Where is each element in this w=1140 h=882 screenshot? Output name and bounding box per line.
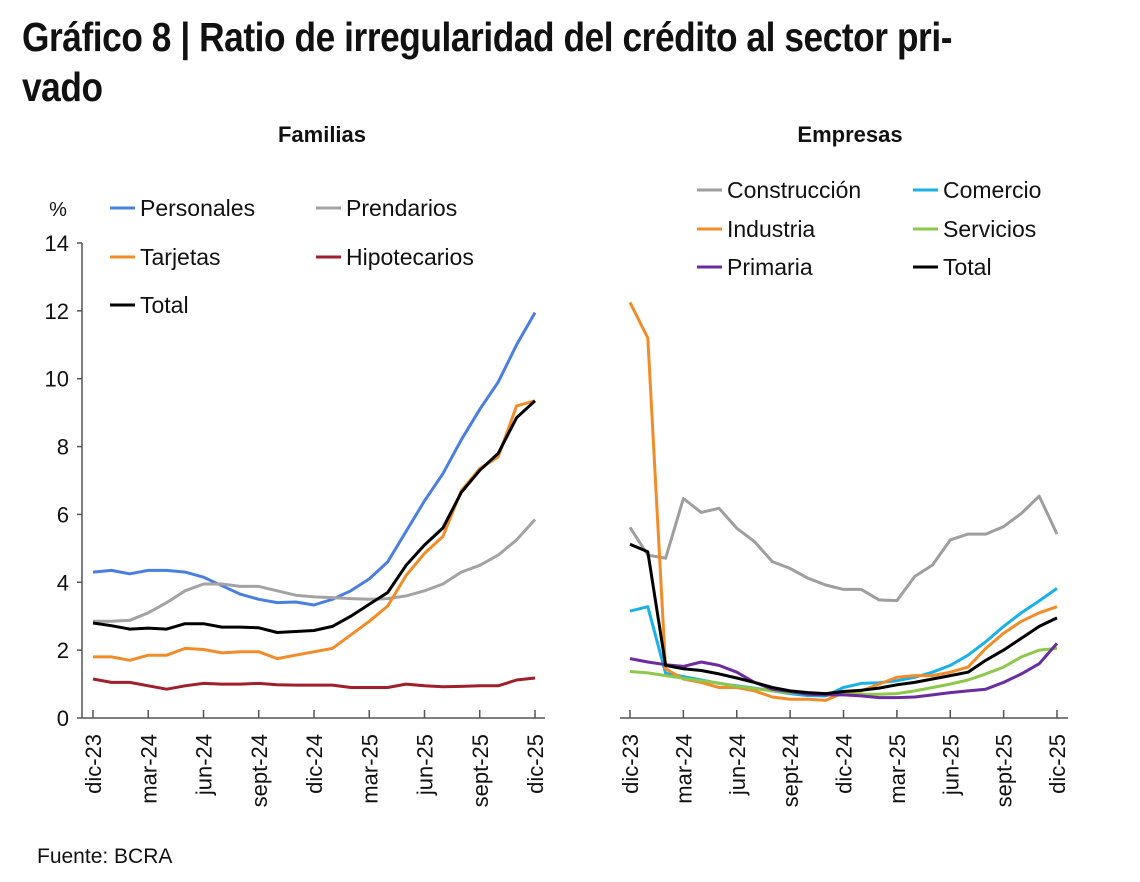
legend-item: Construcción <box>697 177 861 203</box>
legend-label: Industria <box>727 216 815 242</box>
legend-label: Tarjetas <box>140 244 221 270</box>
x-tick-label: dic-25 <box>1045 734 1070 794</box>
x-tick-label: mar-24 <box>671 734 696 804</box>
x-tick-label: dic-24 <box>832 734 857 794</box>
series-line-prendarios <box>93 518 537 623</box>
x-tick-label: dic-24 <box>302 734 327 794</box>
series-line-industria <box>628 301 1058 702</box>
x-tick-label: jun-25 <box>413 734 438 796</box>
x-tick-label: sept-24 <box>247 734 272 807</box>
x-tick-label: jun-24 <box>192 734 217 796</box>
x-tick-label: dic-25 <box>523 734 548 794</box>
legend-label: Prendarios <box>346 195 457 221</box>
x-tick-label: mar-25 <box>357 734 382 804</box>
legend-label: Construcción <box>727 177 861 203</box>
legend-item: Tarjetas <box>110 244 221 270</box>
legend-item: Servicios <box>913 216 1036 242</box>
series-line-personales <box>92 311 537 607</box>
x-tick-label: sept-25 <box>468 734 493 807</box>
legend-label: Comercio <box>943 177 1041 203</box>
x-tick-label: sept-24 <box>778 734 803 807</box>
legend-label: Personales <box>140 195 255 221</box>
panel-title: Familias <box>278 122 366 147</box>
legend-item: Total <box>913 254 992 280</box>
x-tick-label: dic-23 <box>81 734 106 794</box>
x-tick-label: mar-24 <box>136 734 161 804</box>
legend-item: Prendarios <box>316 195 457 221</box>
panel-0: Familias 0 2 4 6 8 10 12 14% dic-23 mar-24 jun-24 se… <box>45 122 548 807</box>
chart-title-line-1: Gráfico 8 | Ratio de irregularidad del c… <box>22 14 953 60</box>
series-line-total <box>92 399 537 634</box>
legend-item: Personales <box>110 195 255 221</box>
x-tick-label: sept-25 <box>992 734 1017 807</box>
x-tick-label: dic-23 <box>618 734 643 794</box>
legend-label: Total <box>943 254 992 280</box>
y-tick-label: 6 <box>57 502 69 527</box>
legend-label: Hipotecarios <box>346 244 474 270</box>
series-line-total <box>629 542 1058 696</box>
series-line-construcción <box>628 494 1059 603</box>
legend-label: Primaria <box>727 254 813 280</box>
y-tick-label: 12 <box>45 299 69 324</box>
legend-item: Total <box>110 292 189 318</box>
legend-label: Total <box>140 292 189 318</box>
x-tick-label: mar-25 <box>885 734 910 804</box>
x-tick-label: jun-25 <box>938 734 963 796</box>
y-tick-label: 8 <box>57 435 69 460</box>
chart-title-line-2: vado <box>22 64 103 110</box>
legend-item: Industria <box>697 216 815 242</box>
y-tick-label: 10 <box>45 367 69 392</box>
y-axis-label: % <box>49 199 67 221</box>
y-tick-label: 0 <box>57 706 69 731</box>
chart-title: Gráfico 8 | Ratio de irregularidad del c… <box>22 12 952 112</box>
legend-item: Primaria <box>697 254 813 280</box>
source-note: Fuente: BCRA <box>37 845 172 868</box>
series-line-primaria <box>629 642 1059 700</box>
panel-title: Empresas <box>797 122 902 147</box>
y-tick-label: 4 <box>57 570 69 595</box>
legend-item: Hipotecarios <box>316 244 474 270</box>
legend-label: Servicios <box>943 216 1036 242</box>
series-line-hipotecarios <box>92 676 536 691</box>
legend-item: Comercio <box>913 177 1041 203</box>
y-tick-label: 2 <box>57 638 69 663</box>
y-tick-label: 14 <box>45 231 69 256</box>
panel-1: Empresas dic-23 mar-24 jun-24 sept-24 dic-24 m… <box>618 122 1070 807</box>
x-tick-label: jun-24 <box>725 734 750 796</box>
series-line-tarjetas <box>93 399 536 662</box>
